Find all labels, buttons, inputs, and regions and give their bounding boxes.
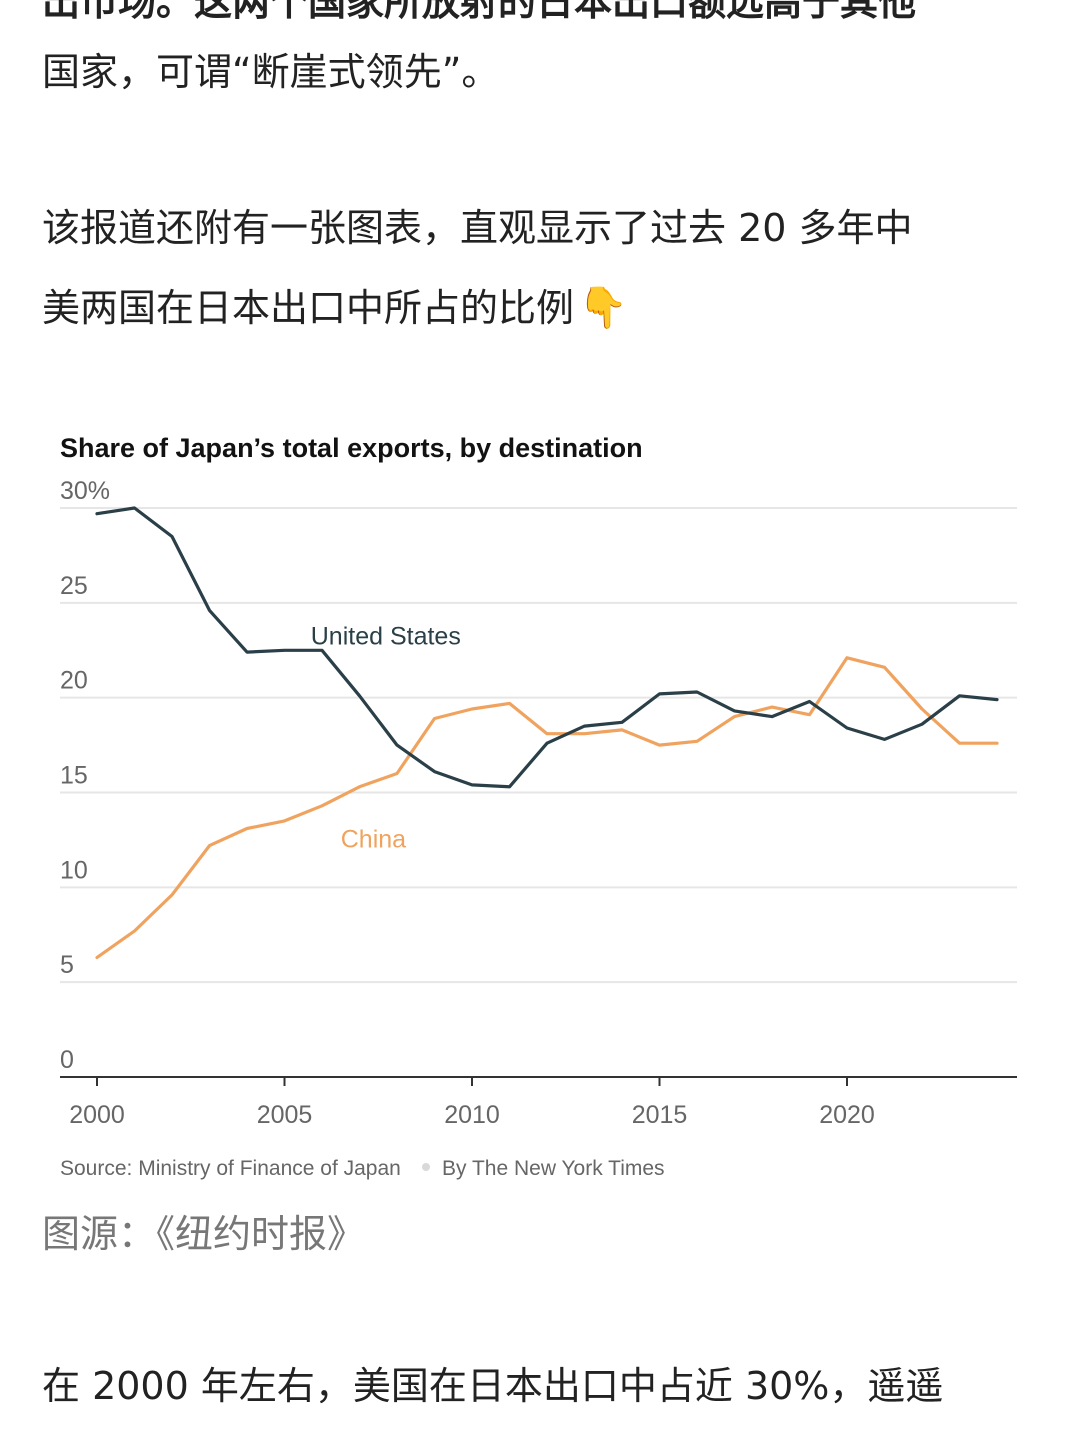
x-tick-label-2005: 2005 (257, 1101, 313, 1129)
article-paragraph-top-line-2: 国家，可谓“断崖式领先”。 (42, 50, 500, 94)
pointing-down-icon: 👇 (578, 285, 628, 331)
chart-y-tick-labels: 0 5 10 15 20 25 30% (60, 477, 110, 1074)
chart-series-labels: United States China (311, 623, 461, 854)
chart-source-line: Source: Ministry of Finance of Japan By … (60, 1157, 665, 1180)
article-paragraph-bottom-line: 在 2000 年左右，美国在日本出口中占近 30%，遥遥 (42, 1364, 944, 1408)
y-tick-label-15: 15 (60, 762, 88, 790)
exports-line-chart: Share of Japan’s total exports, by desti… (60, 433, 1017, 1180)
y-tick-label-0: 0 (60, 1046, 74, 1074)
source-separator-dot (422, 1163, 430, 1171)
chart-title: Share of Japan’s total exports, by desti… (60, 433, 643, 463)
article-paragraph-mid-line-2: 美两国在日本出口中所占的比例 👇 (42, 268, 1042, 348)
x-tick-label-2010: 2010 (444, 1101, 500, 1129)
x-tick-label-2000: 2000 (69, 1101, 125, 1129)
series-line-china (95, 656, 999, 960)
article-paragraph-top-line-1: 出市场。这两个国家所放射的日本出口额远高于其他 (42, 0, 917, 24)
chart-credit: By The New York Times (442, 1157, 665, 1180)
image-caption: 图源：《纽约时报》 (42, 1212, 366, 1256)
y-tick-label-5: 5 (60, 951, 74, 979)
article-paragraph-mid-line-1: 该报道还附有一张图表，直观显示了过去 20 多年中 (42, 206, 913, 250)
y-tick-label-25: 25 (60, 572, 88, 600)
series-label-china: China (341, 826, 406, 854)
series-label-united-states: United States (311, 623, 461, 651)
chart-source: Source: Ministry of Finance of Japan (60, 1157, 401, 1180)
chart-series (95, 506, 999, 960)
chart-gridlines (60, 507, 1017, 984)
y-tick-label-30: 30% (60, 477, 110, 505)
chart-x-axis: 2000 2005 2010 2015 2020 (60, 1076, 1017, 1129)
x-tick-label-2020: 2020 (819, 1101, 875, 1129)
series-line-united-states (95, 506, 999, 789)
y-tick-label-20: 20 (60, 667, 88, 695)
x-tick-label-2015: 2015 (632, 1101, 688, 1129)
y-tick-label-10: 10 (60, 856, 88, 884)
article-paragraph-mid-line-2-text: 美两国在日本出口中所占的比例 (42, 286, 575, 330)
